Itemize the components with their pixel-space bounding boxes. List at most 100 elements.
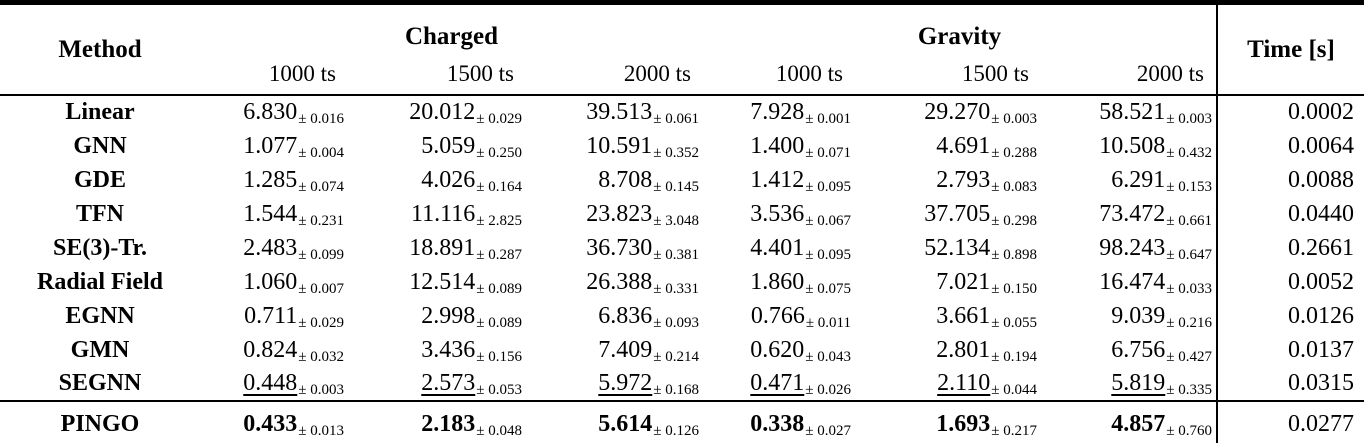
method-cell: EGNN <box>65 302 135 329</box>
time-cell: 0.0088 <box>1216 163 1364 197</box>
stddev-value: ± 0.027 <box>805 422 852 439</box>
value-cell: 6.291± 0.153 <box>1041 163 1217 197</box>
time-cell: 0.0277 <box>1216 401 1364 443</box>
mean-value: 1.400 <box>750 132 805 159</box>
stddev-value: ± 0.003 <box>1166 111 1213 127</box>
value-cell: 11.116± 2.825 <box>348 197 526 231</box>
mean-value: 0.338 <box>750 410 805 437</box>
stddev-value: ± 0.168 <box>653 382 700 398</box>
mean-value: 7.928 <box>750 99 805 125</box>
value-cell: 0.711± 0.029 <box>200 299 348 333</box>
mean-value: 2.110 <box>937 370 991 396</box>
value-cell: 0.338± 0.027 <box>703 401 855 443</box>
stddev-value: ± 0.099 <box>298 246 344 263</box>
mean-value: 7.021 <box>936 268 991 295</box>
mean-value: 9.039 <box>1111 302 1166 329</box>
stddev-value: ± 0.003 <box>991 111 1038 127</box>
stddev-value: ± 0.287 <box>476 246 522 263</box>
stddev-value: ± 0.032 <box>298 348 344 365</box>
value-cell: 4.857± 0.760 <box>1041 401 1217 443</box>
mean-value: 6.756 <box>1111 336 1166 363</box>
value-cell: 1.060± 0.007 <box>200 265 348 299</box>
stddev-value: ± 0.898 <box>991 246 1038 263</box>
stddev-value: ± 0.661 <box>1166 212 1213 229</box>
value-cell: 8.708± 0.145 <box>526 163 703 197</box>
value-cell: 2.573± 0.053 <box>348 367 526 401</box>
table-row: SEGNN 0.448± 0.003 2.573± 0.053 5.972± 0.16… <box>0 367 1364 401</box>
table-row: GNN 1.077± 0.004 5.059± 0.250 10.591± 0.352… <box>0 129 1364 163</box>
value-cell: 0.448± 0.003 <box>200 367 348 401</box>
mean-value: 37.705 <box>924 200 991 227</box>
value-cell: 5.059± 0.250 <box>348 129 526 163</box>
value-cell: 0.766± 0.011 <box>703 299 855 333</box>
value-cell: 5.972± 0.168 <box>526 367 703 401</box>
value-cell: 3.436± 0.156 <box>348 333 526 367</box>
mean-value: 4.857 <box>1111 410 1166 437</box>
stddev-value: ± 0.164 <box>476 178 522 195</box>
mean-value: 1.860 <box>750 268 805 295</box>
value-cell: 58.521± 0.003 <box>1041 95 1217 129</box>
stddev-value: ± 0.048 <box>476 422 522 439</box>
stddev-value: ± 0.001 <box>805 111 852 127</box>
stddev-value: ± 0.095 <box>805 246 852 263</box>
mean-value: 5.059 <box>421 132 476 159</box>
stddev-value: ± 0.647 <box>1166 246 1213 263</box>
stddev-value: ± 0.432 <box>1166 144 1213 161</box>
stddev-value: ± 0.150 <box>991 280 1038 297</box>
method-cell: GDE <box>73 166 126 193</box>
mean-value: 29.270 <box>924 99 991 125</box>
value-cell: 37.705± 0.298 <box>855 197 1041 231</box>
stddev-value: ± 0.033 <box>1166 280 1213 297</box>
stddev-value: ± 0.011 <box>805 314 852 331</box>
mean-value: 36.730 <box>586 234 653 261</box>
stddev-value: ± 0.335 <box>1166 382 1213 398</box>
mean-value: 11.116 <box>411 200 476 227</box>
stddev-value: ± 0.126 <box>653 422 700 439</box>
col-header-time: Time [s] <box>1216 2 1364 95</box>
mean-value: 52.134 <box>924 234 991 261</box>
value-cell: 7.021± 0.150 <box>855 265 1041 299</box>
stddev-value: ± 0.214 <box>653 348 700 365</box>
value-cell: 0.620± 0.043 <box>703 333 855 367</box>
table-row: TFN 1.544± 0.231 11.116± 2.825 23.823± 3.04… <box>0 197 1364 231</box>
col-header-method: Method <box>58 35 142 63</box>
value-cell: 16.474± 0.033 <box>1041 265 1217 299</box>
stddev-value: ± 0.381 <box>653 246 700 263</box>
method-cell: PINGO <box>60 410 140 437</box>
method-cell: TFN <box>76 200 124 227</box>
mean-value: 5.614 <box>598 410 653 437</box>
mean-value: 16.474 <box>1099 268 1166 295</box>
subcol-header: 1000 ts <box>268 61 336 86</box>
mean-value: 5.972 <box>598 370 653 396</box>
mean-value: 0.766 <box>750 302 805 329</box>
mean-value: 26.388 <box>586 268 653 295</box>
value-cell: 26.388± 0.331 <box>526 265 703 299</box>
method-cell: SE(3)-Tr. <box>52 234 147 261</box>
stddev-value: ± 0.331 <box>653 280 700 297</box>
stddev-value: ± 0.013 <box>298 422 344 439</box>
value-cell: 4.401± 0.095 <box>703 231 855 265</box>
stddev-value: ± 0.194 <box>991 348 1038 365</box>
value-cell: 1.693± 0.217 <box>855 401 1041 443</box>
stddev-value: ± 0.093 <box>653 314 700 331</box>
method-cell: GMN <box>70 336 130 363</box>
value-cell: 2.483± 0.099 <box>200 231 348 265</box>
value-cell: 5.819± 0.335 <box>1041 367 1217 401</box>
mean-value: 1.077 <box>243 132 298 159</box>
value-cell: 10.508± 0.432 <box>1041 129 1217 163</box>
mean-value: 1.412 <box>750 166 805 193</box>
stddev-value: ± 0.029 <box>298 314 344 331</box>
time-cell: 0.0440 <box>1216 197 1364 231</box>
method-cell: Radial Field <box>36 268 163 295</box>
mean-value: 1.693 <box>936 410 991 437</box>
table-row: SE(3)-Tr. 2.483± 0.099 18.891± 0.287 36.730… <box>0 231 1364 265</box>
table-row: Radial Field 1.060± 0.007 12.514± 0.089 26.… <box>0 265 1364 299</box>
mean-value: 3.661 <box>936 302 991 329</box>
stddev-value: ± 0.089 <box>476 314 522 331</box>
table-body: Linear 6.830± 0.016 20.012± 0.029 39.513± 0… <box>0 95 1364 443</box>
stddev-value: ± 0.352 <box>653 144 700 161</box>
time-cell: 0.0126 <box>1216 299 1364 333</box>
value-cell: 3.661± 0.055 <box>855 299 1041 333</box>
mean-value: 2.793 <box>936 166 991 193</box>
